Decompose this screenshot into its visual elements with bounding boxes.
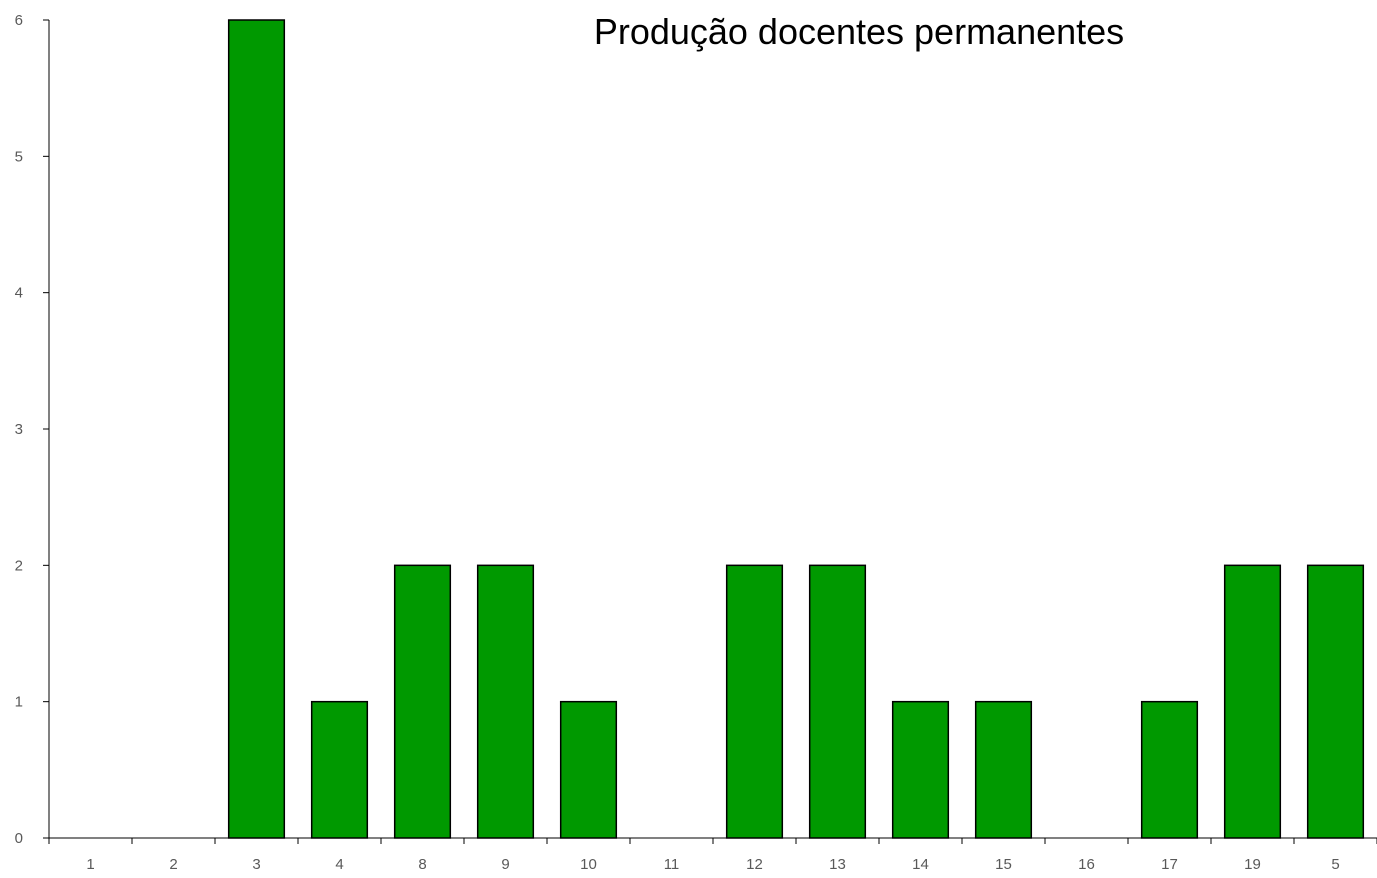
x-tick-label: 5: [1331, 856, 1339, 873]
x-tick-label: 19: [1244, 856, 1261, 873]
bar-14: [891, 700, 950, 839]
bar-17: [1140, 700, 1199, 839]
bar-3: [227, 19, 286, 839]
bar-5: [1306, 564, 1365, 839]
bar-8: [393, 564, 452, 839]
bar-13: [808, 564, 867, 839]
x-tick-label: 12: [746, 856, 763, 873]
bar-4: [310, 700, 369, 839]
x-tick-label: 8: [418, 856, 426, 873]
y-tick-label: 1: [15, 694, 23, 711]
x-tick-label: 16: [1078, 856, 1095, 873]
y-tick-label: 3: [15, 421, 23, 438]
bar-15: [974, 700, 1033, 839]
y-tick-label: 6: [15, 12, 23, 29]
x-tick-label: 3: [252, 856, 260, 873]
x-axis: 1 2 3 4 8 9 10 11 12 13 14 15 16 17 19 5: [48, 837, 1377, 873]
y-tick-label: 2: [15, 557, 23, 574]
y-tick-label: 4: [15, 285, 23, 302]
x-tick-label: 1: [86, 856, 94, 873]
x-tick-label: 4: [335, 856, 343, 873]
bar-9: [476, 564, 535, 839]
x-tick-label: 13: [829, 856, 846, 873]
chart-title: Produção docentes permanentes: [594, 11, 1124, 52]
y-axis: 0 1 2 3 4 5 6: [15, 12, 50, 847]
bar-10: [559, 700, 618, 839]
y-tick-label: 0: [15, 830, 23, 847]
bar-12: [725, 564, 784, 839]
x-tick-label: 10: [580, 856, 597, 873]
bar-19: [1223, 564, 1282, 839]
y-tick-label: 5: [15, 148, 23, 165]
x-tick-label: 2: [169, 856, 177, 873]
x-tick-label: 14: [912, 856, 929, 873]
x-tick-label: 9: [501, 856, 509, 873]
bars: [227, 19, 1365, 839]
x-tick-label: 15: [995, 856, 1012, 873]
x-tick-label: 11: [664, 856, 680, 873]
x-tick-label: 17: [1161, 856, 1178, 873]
